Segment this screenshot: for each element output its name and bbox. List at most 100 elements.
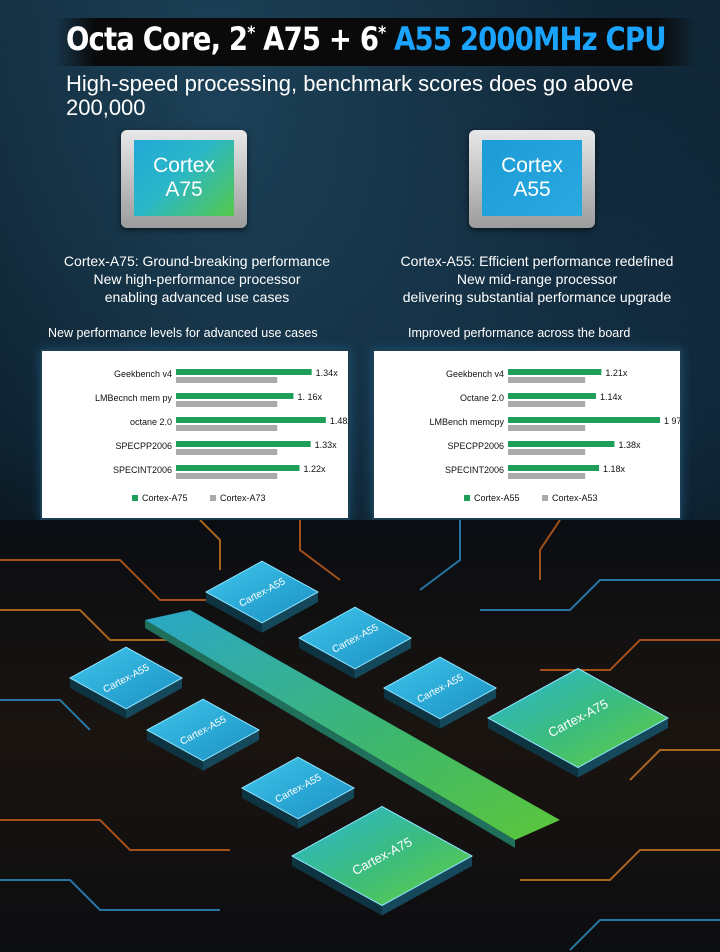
category-label: Geekbench v4 [114, 369, 172, 379]
a55-core-tile [204, 560, 320, 624]
a75-core-tile-side [292, 856, 382, 916]
bar-primary [176, 369, 312, 375]
category-label: SPECINT2006 [113, 465, 172, 475]
bar-baseline [176, 377, 278, 383]
circuit-trace [569, 919, 720, 951]
circuit-trace [629, 749, 720, 781]
a55-core-tile-side [384, 688, 440, 729]
circuit-trace [0, 699, 91, 731]
bar-baseline [508, 449, 586, 455]
value-label: 1 97x [664, 416, 680, 426]
a55-core-tile-side [70, 678, 126, 719]
legend-swatch-baseline [542, 495, 548, 501]
bar-baseline [176, 449, 278, 455]
chip-a75-line2: A75 [165, 178, 203, 201]
circuit-trace [419, 520, 461, 591]
interconnect-bus-edge [145, 620, 515, 848]
legend-label-baseline: Cortex-A73 [220, 493, 266, 503]
a55-core-tile [382, 656, 498, 720]
a55-core-tile-side [203, 730, 259, 771]
a55-core-tile-side [147, 730, 203, 771]
a55-core-tile-side [206, 592, 262, 633]
a55-core-tile [145, 698, 261, 762]
left-chart-title: New performance levels for advanced use … [48, 326, 318, 340]
bar-primary [176, 441, 311, 447]
bar-baseline [176, 473, 278, 479]
a75-desc-line1: Cortex-A75: Ground-breaking performance [63, 253, 331, 269]
a55-core-tile-side [126, 678, 182, 719]
legend-swatch-primary [464, 495, 470, 501]
category-label: Octane 2.0 [460, 393, 504, 403]
headline-part2: A75 + 6 [254, 20, 379, 58]
headline-part3: A55 2000MHz CPU [385, 20, 666, 58]
value-label: 1.33x [315, 440, 338, 450]
value-label: 1.34x [316, 368, 339, 378]
headline-banner [56, 18, 696, 66]
value-label: 1.38x [618, 440, 641, 450]
legend-swatch-primary [132, 495, 138, 501]
bar-primary [508, 369, 602, 375]
a55-core-tile-side [298, 788, 354, 829]
legend-label-baseline: Cortex-A53 [552, 493, 598, 503]
a55-core-tile-side [440, 688, 496, 729]
bar-primary [508, 417, 660, 423]
a55-description: Cortex-A55: Efficient performance redefi… [372, 252, 702, 306]
circuit-trace [0, 819, 230, 851]
a55-core-tile-side [355, 638, 411, 679]
a55-desc-line3: delivering substantial performance upgra… [402, 289, 672, 305]
a55-chart-svg: Geekbench v4 1.21x Octane 2.0 1.14x LMBench … [429, 368, 680, 503]
circuit-trace [0, 609, 200, 641]
headline-star2: * [378, 22, 386, 44]
headline-star1: * [247, 22, 255, 44]
a55-desc-line2: New mid-range processor [456, 271, 618, 287]
a55-core-tile [68, 646, 184, 710]
a75-core-tile-side [382, 856, 472, 916]
cortex-a55-chip: Cortex A55 [469, 130, 595, 228]
bar-primary [176, 393, 294, 399]
value-label: 1.21x [605, 368, 628, 378]
category-label: SPECPP2006 [115, 441, 172, 451]
bar-baseline [508, 473, 586, 479]
circuit-trace [299, 520, 341, 581]
a55-core-tile [240, 756, 356, 820]
value-label: 1.14x [600, 392, 623, 402]
a75-benchmark-chart: Geekbench v4 1.34x LMBecnch mem py 1. 16x oc… [40, 349, 350, 520]
headline-part1: Octa Core, 2 [66, 20, 248, 58]
legend-label-primary: Cortex-A75 [142, 493, 188, 503]
circuit-trace [199, 520, 221, 570]
a55-desc-line1: Cortex-A55: Efficient performance redefi… [400, 253, 674, 269]
headline: Octa Core, 2* A75 + 6* A55 2000MHz CPU [66, 20, 667, 58]
bar-baseline [508, 377, 586, 383]
a75-core-tile-side [488, 718, 578, 778]
interconnect-bus [145, 610, 560, 840]
cortex-a75-chip: Cortex A75 [121, 130, 247, 228]
category-label: LMBecnch mem py [95, 393, 173, 403]
a75-description: Cortex-A75: Ground-breaking performance … [32, 252, 362, 306]
a75-chart-svg: Geekbench v4 1.34x LMBecnch mem py 1. 16x oc… [95, 368, 348, 503]
bar-primary [508, 465, 600, 471]
subtitle: High-speed processing, benchmark scores … [66, 71, 634, 120]
bar-primary [176, 465, 300, 471]
a55-benchmark-chart: Geekbench v4 1.21x Octane 2.0 1.14x LMBench … [372, 349, 682, 520]
chip-a55-line1: Cortex [501, 154, 563, 177]
category-label: octane 2.0 [130, 417, 172, 427]
bar-primary [176, 417, 326, 423]
a75-core-tile-side [578, 718, 668, 778]
a55-core-tile [297, 606, 413, 670]
bar-baseline [508, 401, 586, 407]
value-label: 1.18x [603, 464, 626, 474]
category-label: Geekbench v4 [446, 369, 504, 379]
legend-swatch-baseline [210, 495, 216, 501]
category-label: SPECPP2006 [447, 441, 504, 451]
bar-primary [508, 393, 596, 399]
category-label: LMBench memcpy [429, 417, 504, 427]
a75-core-tile [486, 667, 670, 769]
bar-baseline [176, 401, 278, 407]
value-label: 1.22x [304, 464, 327, 474]
circuit-trace [539, 520, 561, 580]
bar-baseline [176, 425, 278, 431]
value-label: 1.48x [330, 416, 348, 426]
right-chart-title: Improved performance across the board [408, 326, 631, 340]
a55-core-tile-side [242, 788, 298, 829]
